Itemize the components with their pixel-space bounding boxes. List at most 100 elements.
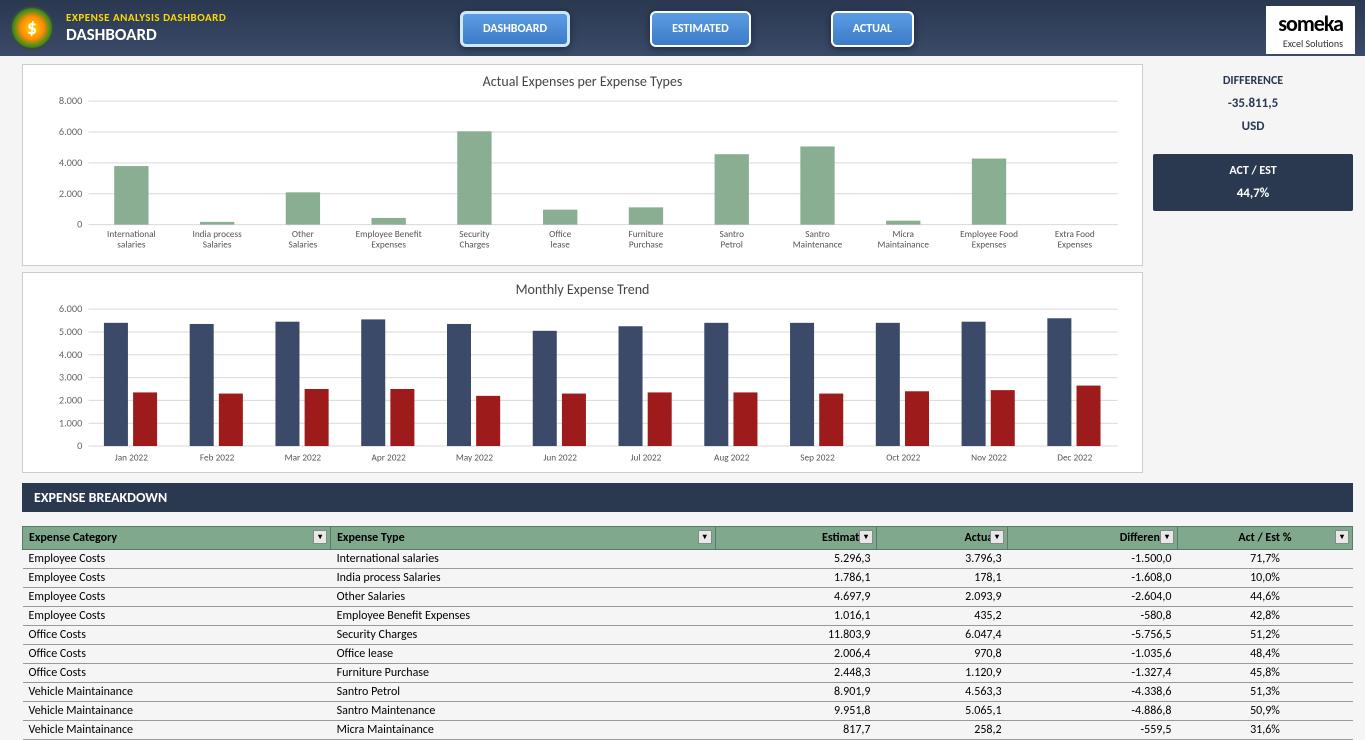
filter-dropdown-icon[interactable]: ▾: [1335, 530, 1349, 544]
table-row: Vehicle MaintainanceMicra Maintainance81…: [23, 721, 1353, 740]
chart2-title: Monthly Expense Trend: [37, 281, 1128, 298]
svg-text:salaries: salaries: [117, 239, 146, 250]
table-col-0[interactable]: Expense Category▾: [23, 527, 331, 550]
filter-dropdown-icon[interactable]: ▾: [313, 530, 327, 544]
table-cell: 435,2: [876, 607, 1007, 626]
table-cell: 4.697,9: [715, 588, 876, 607]
brand-sub: Excel Solutions: [1278, 37, 1343, 50]
table-row: Office CostsSecurity Charges11.803,96.04…: [23, 626, 1353, 645]
table-cell: -1.035,6: [1008, 645, 1178, 664]
table-cell: 50,9%: [1177, 702, 1352, 721]
nav-buttons: DASHBOARD ESTIMATED ACTUAL: [460, 11, 914, 47]
charts-column: Actual Expenses per Expense Types 0 2.000…: [22, 64, 1143, 479]
table-cell: India process Salaries: [331, 569, 716, 588]
svg-text:Charges: Charges: [460, 239, 490, 250]
table-cell: Vehicle Maintainance: [23, 683, 331, 702]
table-cell: Employee Benefit Expenses: [331, 607, 716, 626]
kpi-diff-value: -35.811,5: [1159, 96, 1347, 111]
table-cell: 5.296,3: [715, 550, 876, 569]
nav-dashboard-button[interactable]: DASHBOARD: [460, 11, 570, 47]
svg-text:Petrol: Petrol: [721, 239, 743, 250]
table-cell: -2.604,0: [1008, 588, 1178, 607]
table-cell: 1.786,1: [715, 569, 876, 588]
svg-text:Salaries: Salaries: [203, 239, 232, 250]
table-cell: 8.901,9: [715, 683, 876, 702]
table-col-5[interactable]: Act / Est %▾: [1177, 527, 1352, 550]
filter-dropdown-icon[interactable]: ▾: [1160, 530, 1174, 544]
table-cell: 2.093,9: [876, 588, 1007, 607]
svg-text:Maintainance: Maintainance: [878, 239, 930, 250]
svg-text:Jan 2022: Jan 2022: [115, 452, 148, 463]
table-cell: -580,8: [1008, 607, 1178, 626]
table-cell: 970,8: [876, 645, 1007, 664]
table-cell: Other Salaries: [331, 588, 716, 607]
chart2-svg: 01.0002.0003.0004.0005.0006.000Jan 2022F…: [37, 304, 1128, 469]
svg-text:1.000: 1.000: [59, 416, 82, 429]
svg-text:2.000: 2.000: [59, 187, 82, 200]
svg-text:Sep 2022: Sep 2022: [800, 452, 835, 463]
table-cell: 1.016,1: [715, 607, 876, 626]
svg-text:0: 0: [77, 439, 82, 452]
kpi-ratio: ACT / EST 44,7%: [1153, 154, 1353, 211]
table-cell: Santro Petrol: [331, 683, 716, 702]
table-cell: Employee Costs: [23, 588, 331, 607]
svg-text:Oct 2022: Oct 2022: [886, 452, 920, 463]
table-cell: 44,6%: [1177, 588, 1352, 607]
svg-text:Feb 2022: Feb 2022: [200, 452, 235, 463]
kpi-diff-label: DIFFERENCE: [1159, 74, 1347, 88]
table-cell: 3.796,3: [876, 550, 1007, 569]
table-cell: 11.803,9: [715, 626, 876, 645]
breakdown-table: Expense Category▾Expense Type▾Estimates▾…: [22, 526, 1353, 740]
table-cell: -1.608,0: [1008, 569, 1178, 588]
svg-text:2.000: 2.000: [59, 393, 82, 406]
breakdown-table-wrap: Expense Category▾Expense Type▾Estimates▾…: [22, 526, 1353, 740]
nav-estimated-button[interactable]: ESTIMATED: [650, 11, 751, 47]
main-area: Actual Expenses per Expense Types 0 2.000…: [0, 56, 1365, 479]
table-cell: 51,3%: [1177, 683, 1352, 702]
app-header: $ EXPENSE ANALYSIS DASHBOARD DASHBOARD D…: [0, 0, 1365, 56]
table-cell: -559,5: [1008, 721, 1178, 740]
table-row: Vehicle MaintainanceSantro Petrol8.901,9…: [23, 683, 1353, 702]
table-cell: Employee Costs: [23, 550, 331, 569]
header-subtitle: EXPENSE ANALYSIS DASHBOARD: [66, 11, 226, 24]
table-cell: Vehicle Maintainance: [23, 721, 331, 740]
table-col-1[interactable]: Expense Type▾: [331, 527, 716, 550]
table-col-3[interactable]: Actuals▾: [876, 527, 1007, 550]
table-cell: -5.756,5: [1008, 626, 1178, 645]
table-cell: -4.886,8: [1008, 702, 1178, 721]
svg-text:6.000: 6.000: [59, 125, 82, 138]
filter-dropdown-icon[interactable]: ▾: [990, 530, 1004, 544]
svg-text:Dec 2022: Dec 2022: [1057, 452, 1092, 463]
nav-actual-button[interactable]: ACTUAL: [831, 11, 914, 47]
chart1-title: Actual Expenses per Expense Types: [37, 73, 1128, 90]
table-cell: 71,7%: [1177, 550, 1352, 569]
table-row: Vehicle MaintainanceSantro Maintenance9.…: [23, 702, 1353, 721]
svg-text:Aug 2022: Aug 2022: [714, 452, 750, 463]
svg-text:Mar 2022: Mar 2022: [285, 452, 322, 463]
breakdown-header: EXPENSE BREAKDOWN: [22, 483, 1353, 512]
filter-dropdown-icon[interactable]: ▾: [859, 530, 873, 544]
table-cell: 178,1: [876, 569, 1007, 588]
table-cell: 10,0%: [1177, 569, 1352, 588]
table-cell: 258,2: [876, 721, 1007, 740]
table-cell: Security Charges: [331, 626, 716, 645]
chart-expense-types: Actual Expenses per Expense Types 02.000…: [22, 64, 1143, 266]
table-cell: International salaries: [331, 550, 716, 569]
table-cell: Employee Costs: [23, 607, 331, 626]
filter-dropdown-icon[interactable]: ▾: [698, 530, 712, 544]
table-cell: 817,7: [715, 721, 876, 740]
svg-text:5.000: 5.000: [59, 325, 82, 338]
svg-text:Jun 2022: Jun 2022: [543, 452, 577, 463]
table-col-4[interactable]: Difference▾: [1008, 527, 1178, 550]
table-col-2[interactable]: Estimates▾: [715, 527, 876, 550]
svg-text:Salaries: Salaries: [288, 239, 317, 250]
table-cell: -1.327,4: [1008, 664, 1178, 683]
table-cell: 2.448,3: [715, 664, 876, 683]
table-cell: Micra Maintainance: [331, 721, 716, 740]
svg-text:Purchase: Purchase: [629, 239, 664, 250]
table-cell: 6.047,4: [876, 626, 1007, 645]
svg-text:Jul 2022: Jul 2022: [631, 452, 662, 463]
header-title: DASHBOARD: [66, 24, 226, 45]
table-row: Employee CostsIndia process Salaries1.78…: [23, 569, 1353, 588]
table-row: Employee CostsOther Salaries4.697,92.093…: [23, 588, 1353, 607]
